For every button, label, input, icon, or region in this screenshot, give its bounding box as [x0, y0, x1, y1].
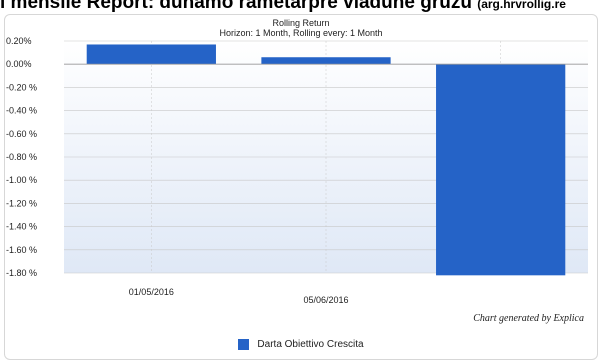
x-tick-label: 01/05/2016: [129, 287, 174, 297]
page-heading-main: i mensile Report: dunamo rametarpre viad…: [0, 0, 472, 13]
y-tick-label: -1.20 %: [6, 198, 37, 208]
y-tick-label: -0.40 %: [6, 106, 37, 116]
y-tick-label: -1.60 %: [6, 245, 37, 255]
bar: [436, 64, 566, 276]
y-tick-label: 0.20%: [6, 36, 32, 46]
y-tick-label: -0.20 %: [6, 82, 37, 92]
bar: [86, 44, 216, 65]
legend-swatch: [238, 339, 250, 350]
chart-subtitle: Horizon: 1 Month, Rolling every: 1 Month: [219, 28, 383, 38]
x-axis-ticks: 01/05/2016 05/06/2016: [129, 287, 349, 305]
y-tick-label: -0.80 %: [6, 152, 37, 162]
legend-label: Darta Obiettivo Crescita: [257, 339, 364, 350]
x-tick-label: 05/06/2016: [303, 295, 348, 305]
y-tick-label: 0.00%: [6, 59, 32, 69]
y-tick-label: -0.60 %: [6, 129, 37, 139]
y-tick-label: -1.40 %: [6, 222, 37, 232]
bar: [261, 57, 391, 65]
y-axis-ticks: 0.20% 0.00% -0.20 % -0.40 % -0.60 % -0.80 % -1…: [6, 36, 37, 278]
page-heading-small: (arg.hrvrollig.re: [477, 0, 566, 11]
y-tick-label: -1.00 %: [6, 175, 37, 185]
chart-legend: Darta Obiettivo Crescita: [0, 339, 602, 350]
bars: [64, 44, 588, 276]
chart-title: Rolling Return: [272, 18, 330, 28]
page-heading: i mensile Report: dunamo rametarpre viad…: [0, 0, 602, 15]
y-tick-label: -1.80 %: [6, 268, 37, 278]
chart-credit: Chart generated by Explica: [473, 313, 584, 324]
